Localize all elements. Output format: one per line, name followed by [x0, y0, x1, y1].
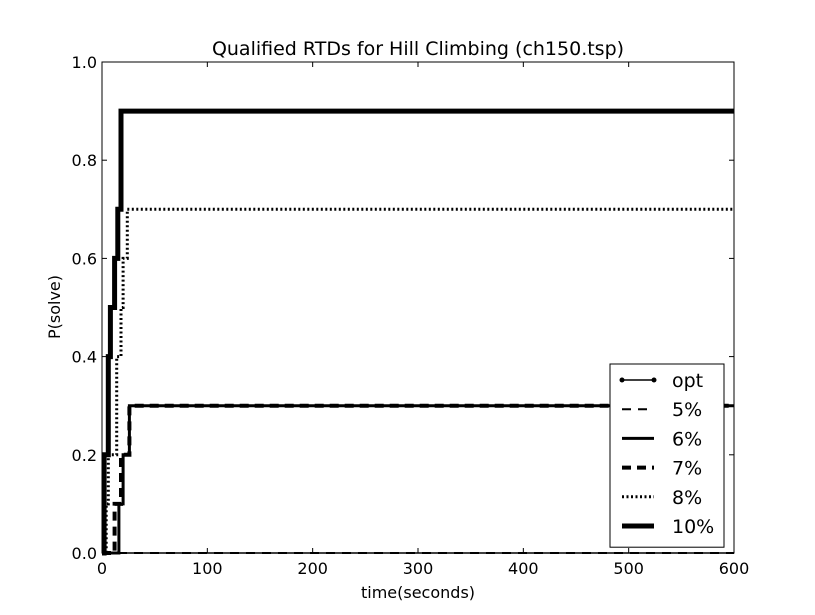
legend-label: 5%: [672, 399, 702, 421]
x-tick-label: 600: [719, 559, 750, 578]
x-tick-label: 500: [613, 559, 644, 578]
legend-marker: [619, 377, 625, 383]
y-tick-label: 0.8: [72, 151, 97, 170]
x-axis-title: time(seconds): [361, 583, 475, 602]
plot-frame: [101, 61, 735, 554]
legend-label: 7%: [672, 458, 702, 480]
chart-title: Qualified RTDs for Hill Climbing (ch150.…: [212, 38, 624, 60]
y-tick-label: 0.4: [72, 348, 97, 367]
legend: opt 5% 6% 7% 8% 10%: [609, 363, 725, 548]
y-tick-label: 0.2: [72, 446, 97, 465]
x-tick-label: 300: [403, 559, 434, 578]
y-axis-title: P(solve): [45, 275, 64, 339]
x-tick-label: 0: [97, 559, 107, 578]
axis-ticks: 0 100 200 300 400 500 600 0.0 0.2 0.4 0.6 0.8 1.0: [72, 53, 750, 578]
series-line-3: [102, 403, 734, 555]
legend-marker: [651, 377, 657, 383]
legend-label: 10%: [672, 516, 714, 538]
legend-label: opt: [672, 370, 703, 392]
x-tick-label: 200: [297, 559, 328, 578]
y-tick-label: 0.0: [72, 544, 97, 563]
legend-box: [609, 363, 725, 548]
x-tick-label: 400: [508, 559, 539, 578]
legend-label: 8%: [672, 487, 702, 509]
x-tick-label: 100: [192, 559, 223, 578]
legend-label: 6%: [672, 428, 702, 450]
y-tick-label: 1.0: [72, 53, 97, 72]
y-tick-label: 0.6: [72, 249, 97, 268]
series-line-4: [102, 207, 734, 555]
